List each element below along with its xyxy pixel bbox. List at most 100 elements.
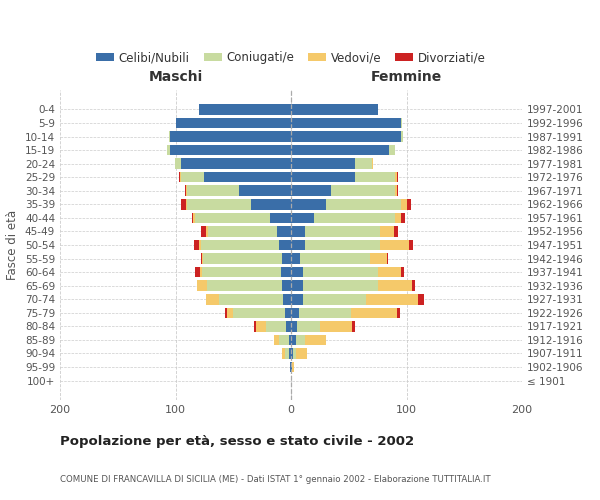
Bar	[206, 294, 220, 304]
Bar	[274, 334, 280, 345]
Bar	[186, 199, 187, 209]
Bar	[254, 321, 256, 332]
Bar	[277, 226, 291, 236]
Bar	[292, 362, 295, 372]
Bar	[290, 362, 291, 372]
Bar	[401, 267, 404, 278]
Bar	[201, 254, 202, 264]
Bar	[285, 348, 289, 359]
Bar	[389, 145, 395, 156]
Bar	[291, 172, 355, 182]
Bar	[370, 254, 387, 264]
Bar	[291, 240, 305, 250]
Bar	[418, 294, 424, 304]
Bar	[197, 280, 206, 291]
Bar	[305, 334, 326, 345]
Bar	[297, 321, 320, 332]
Bar	[401, 212, 406, 223]
Bar	[191, 212, 193, 223]
Bar	[380, 226, 394, 236]
Bar	[291, 186, 331, 196]
Bar	[170, 145, 291, 156]
Bar	[270, 212, 291, 223]
Bar	[401, 199, 407, 209]
Bar	[283, 294, 291, 304]
Bar	[377, 267, 401, 278]
Bar	[199, 104, 291, 115]
Bar	[291, 348, 293, 359]
Bar	[200, 267, 202, 278]
Bar	[239, 186, 291, 196]
Bar	[394, 226, 398, 236]
Bar	[395, 212, 401, 223]
Bar	[397, 308, 400, 318]
Bar	[291, 254, 300, 264]
Bar	[175, 158, 181, 169]
Bar	[302, 294, 366, 304]
Bar	[291, 308, 299, 318]
Bar	[296, 348, 307, 359]
Bar	[409, 240, 413, 250]
Bar	[326, 199, 401, 209]
Bar	[302, 280, 377, 291]
Bar	[266, 321, 286, 332]
Bar	[282, 348, 285, 359]
Bar	[355, 172, 395, 182]
Bar	[291, 104, 377, 115]
Bar	[280, 334, 289, 345]
Text: COMUNE DI FRANCAVILLA DI SICILIA (ME) - Dati ISTAT 1° gennaio 2002 - Elaborazion: COMUNE DI FRANCAVILLA DI SICILIA (ME) - …	[60, 475, 491, 484]
Bar	[285, 308, 291, 318]
Bar	[291, 267, 302, 278]
Bar	[208, 226, 277, 236]
Bar	[291, 226, 305, 236]
Bar	[401, 118, 402, 128]
Bar	[169, 131, 170, 142]
Text: Maschi: Maschi	[148, 70, 203, 84]
Bar	[289, 348, 291, 359]
Bar	[220, 294, 283, 304]
Y-axis label: Fasce di età: Fasce di età	[7, 210, 19, 280]
Bar	[291, 131, 401, 142]
Bar	[291, 294, 302, 304]
Bar	[282, 254, 291, 264]
Bar	[302, 267, 377, 278]
Bar	[194, 240, 199, 250]
Bar	[193, 212, 195, 223]
Bar	[180, 172, 181, 182]
Bar	[305, 226, 380, 236]
Bar	[186, 186, 187, 196]
Bar	[176, 118, 291, 128]
Bar	[355, 158, 372, 169]
Bar	[395, 172, 397, 182]
Bar	[206, 280, 282, 291]
Bar	[201, 240, 280, 250]
Bar	[202, 254, 203, 264]
Bar	[387, 254, 388, 264]
Bar	[203, 254, 282, 264]
Bar	[397, 172, 398, 182]
Bar	[291, 280, 302, 291]
Bar	[206, 226, 208, 236]
Bar	[187, 186, 239, 196]
Bar	[195, 267, 200, 278]
Bar	[293, 348, 296, 359]
Bar	[331, 186, 395, 196]
Bar	[181, 158, 291, 169]
Text: Femmine: Femmine	[371, 70, 442, 84]
Bar	[366, 294, 418, 304]
Bar	[320, 321, 352, 332]
Bar	[170, 131, 291, 142]
Bar	[251, 199, 291, 209]
Bar	[401, 131, 403, 142]
Bar	[205, 172, 291, 182]
Bar	[280, 240, 291, 250]
Bar	[187, 199, 251, 209]
Bar	[227, 308, 233, 318]
Legend: Celibi/Nubili, Coniugati/e, Vedovi/e, Divorziati/e: Celibi/Nubili, Coniugati/e, Vedovi/e, Di…	[91, 46, 491, 68]
Bar	[397, 186, 398, 196]
Bar	[291, 212, 314, 223]
Bar	[291, 199, 326, 209]
Bar	[291, 321, 297, 332]
Bar	[286, 321, 291, 332]
Bar	[185, 186, 186, 196]
